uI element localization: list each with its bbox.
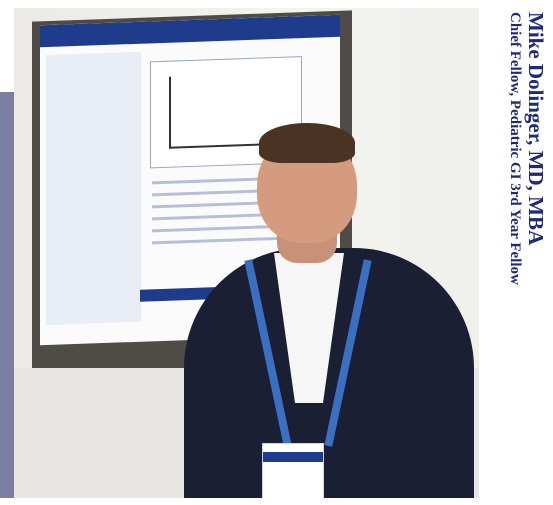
name-badge — [262, 443, 324, 498]
poster-column-left — [46, 51, 141, 326]
caption: Mike Dolinger, MD, MBA Chief Fellow, Ped… — [478, 12, 548, 452]
hair — [259, 123, 355, 163]
person-name: Mike Dolinger, MD, MBA — [524, 12, 548, 246]
caption-text: Mike Dolinger, MD, MBA Chief Fellow, Ped… — [506, 12, 548, 452]
accent-bar — [0, 92, 14, 498]
portrait-photo — [14, 8, 479, 498]
badge-stripe — [263, 452, 323, 462]
person — [164, 118, 479, 498]
person-title: Chief Fellow, Pediatric GI 3rd Year Fell… — [507, 12, 523, 285]
